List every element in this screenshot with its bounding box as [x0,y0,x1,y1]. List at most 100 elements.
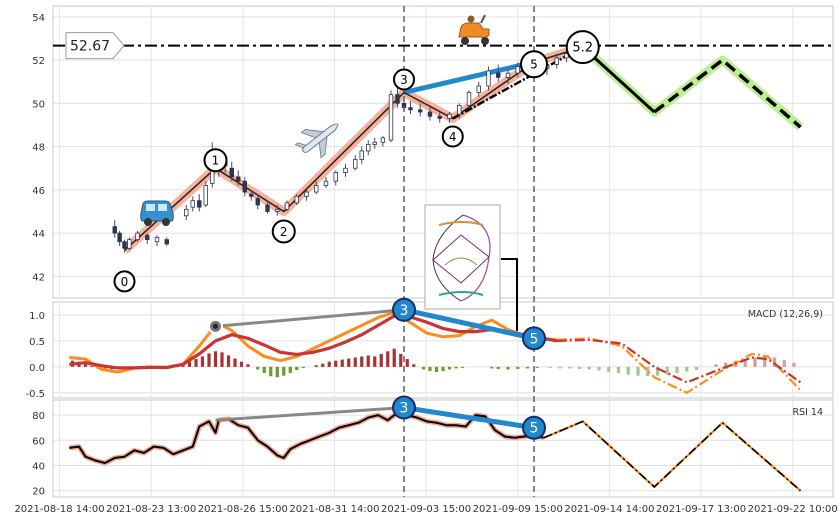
macd-histogram-bar [226,355,231,367]
candle-body [333,172,338,182]
candle-body [372,141,377,145]
macd-wave-label-circle [392,297,416,322]
rsi-legend: RSI 14 [792,407,823,418]
macd-histogram-bar [340,359,344,367]
macd-histogram-bar [558,366,562,369]
candle-body [353,159,358,169]
candle-body [154,237,160,243]
projection-dashed [653,57,802,129]
macd-histogram-bar [392,348,396,367]
wave-label: 0 [121,275,129,289]
macd-histogram-bar [496,366,500,369]
wave-label-circle [441,125,464,148]
candle-body [145,234,150,241]
sketch-curve [438,221,484,226]
candle-body [197,200,202,208]
macd-histogram-bar [83,362,88,367]
macd-y-tick-label: 0.5 [29,337,45,348]
candle-body [427,111,433,117]
candle-body [275,208,280,212]
rsi-y-tick-label: 60 [32,436,45,447]
macd-histogram-bar [568,366,572,369]
candle-body [343,167,348,173]
wave-label: 2 [280,225,288,239]
macd-legend: MACD (12,26,9) [748,309,823,320]
macd-histogram-bar [327,361,331,367]
price-y-tick-label: 48 [32,143,45,154]
candle-body [236,176,241,182]
wave-label-circle [203,148,228,173]
scooter-handle [480,14,486,24]
macd-histogram-bar [405,359,409,367]
candle-body [457,105,462,115]
macd-histogram-bar [714,364,718,367]
candle-body [249,193,254,197]
macd-histogram-bar [441,366,445,372]
airplane-tail [294,142,307,149]
macd-histogram-bar [685,366,689,372]
candle-body [554,57,559,65]
candle-body [294,195,299,204]
candle-body [242,180,247,193]
macd-histogram-bar [288,366,292,374]
rsi-y-tick-label: 20 [32,487,45,498]
scooter-rider [467,15,475,23]
wave-label-circle [271,219,296,244]
candle-body [255,198,260,206]
rsi-wave-label-circle [522,415,546,440]
price-y-tick-label: 44 [32,229,45,240]
candle-body [380,137,386,143]
rsi-wave-label: 3 [400,401,409,417]
macd-histogram-bar [373,356,377,367]
macd-histogram [70,348,796,378]
macd-histogram-bar [421,366,426,370]
price-level-tag [65,32,125,60]
airplane-wing [300,129,325,139]
candle-body [418,109,423,113]
candle-body [486,70,491,87]
wave-label-circle [393,68,415,91]
macd-histogram-bar [763,356,767,367]
candle-body [135,232,140,241]
candle-body [117,232,122,243]
macd-histogram-bar [269,366,273,377]
wave-label: 5 [530,58,538,72]
macd-histogram-bar [379,353,383,367]
macd-histogram-bar [626,366,630,375]
macd-y-tick-label: -0.5 [25,389,45,400]
x-tick-label: 2021-09-03 15:00 [381,504,471,515]
car-body [140,200,174,222]
candle-body [203,185,208,206]
sketch-curve [432,234,490,284]
candle-body [122,241,127,249]
rsi-wave-line [403,405,535,431]
rsi-wave-label: 5 [530,421,539,437]
x-tick-label: 2021-09-09 15:00 [473,504,563,515]
macd-histogram-bar [353,357,357,367]
macd-histogram-bar [295,366,299,370]
fractal-sketch-icon [424,204,518,331]
macd-y-tick-label: 1.0 [29,311,45,322]
wave-label: 1 [212,154,220,168]
candle-body [112,226,117,234]
macd-histogram-bar [506,366,510,370]
macd-histogram-bar [525,366,530,369]
x-tick-label: 2021-09-17 13:00 [656,504,746,515]
car-wheel [162,218,170,226]
sketch-connector [501,258,518,331]
rsi-y-tick-label: 80 [32,411,45,422]
wave-label-circle [113,270,136,293]
candle-body [190,200,195,208]
price-y-tick-label: 50 [32,99,45,110]
macd-histogram-bar [607,366,611,373]
candle-body [284,202,290,210]
macd-histogram-bar [412,364,416,367]
x-tick-label: 2021-08-23 13:00 [106,504,196,515]
candle-body [359,150,364,160]
macd-histogram-bar [447,366,452,370]
macd-wave-label: 5 [530,331,539,347]
candle-body [505,72,511,78]
candle-body [515,66,520,74]
